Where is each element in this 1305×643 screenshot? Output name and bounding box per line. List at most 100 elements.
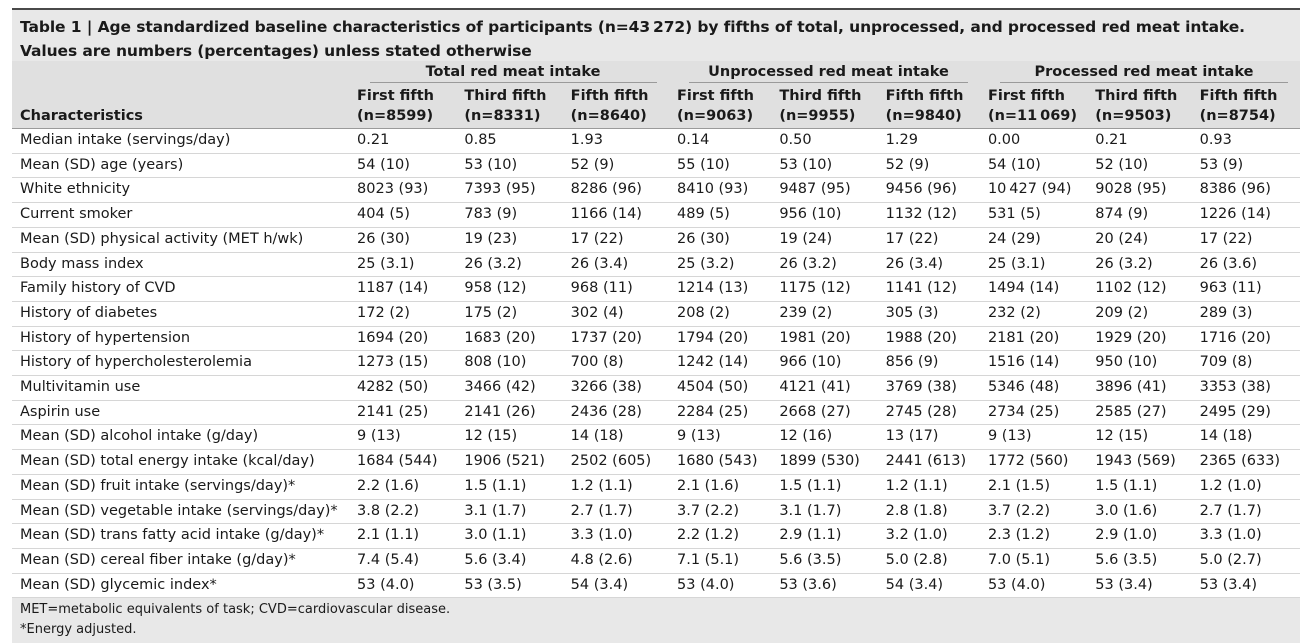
table-cell: 3.7 (2.2): [979, 499, 1088, 525]
table-row: Mean (SD) physical activity (MET h/wk) 26…: [12, 227, 1300, 253]
table-cell: 2181 (20): [979, 326, 1088, 352]
table-cell: 2585 (27): [1087, 400, 1192, 426]
table-cell: 3.0 (1.1): [456, 523, 563, 549]
table-cell: 5.0 (2.8): [877, 548, 980, 574]
table-cell: 26 (3.2): [1087, 252, 1192, 278]
table-cell: 1273 (15): [349, 350, 457, 377]
table-cell: 8410 (93): [669, 177, 772, 204]
table-cell: 1214 (13): [669, 276, 772, 302]
table-cell: 9 (13): [979, 424, 1088, 451]
table-cell: 2745 (28): [877, 400, 980, 426]
table-cell: 1899 (530): [771, 449, 878, 475]
row-label: Mean (SD) glycemic index*: [12, 573, 350, 599]
table-cell: 2495 (29): [1191, 400, 1300, 426]
table-cell: 0.50: [771, 128, 878, 154]
table-cell: 4.8 (2.6): [562, 548, 670, 574]
row-label: Mean (SD) age (years): [12, 153, 350, 179]
table-cell: 7.1 (5.1): [669, 548, 772, 574]
table-cell: 489 (5): [669, 202, 772, 228]
table-cell: 208 (2): [669, 301, 772, 327]
table-cell: 3.3 (1.0): [562, 523, 670, 549]
table-cell: 5346 (48): [979, 375, 1088, 401]
table-cell: 1929 (20): [1087, 326, 1192, 352]
table-cell: 1794 (20): [669, 326, 772, 352]
table-cell: 1683 (20): [456, 326, 563, 352]
table-cell: 24 (29): [979, 227, 1088, 253]
table-cell: 0.21: [1087, 128, 1192, 154]
table-cell: 9 (13): [349, 424, 457, 451]
table-cell: 12 (16): [771, 424, 878, 451]
table-cell: 2.1 (1.6): [669, 474, 772, 500]
table-cell: 2141 (25): [349, 400, 457, 426]
table-cell: 175 (2): [456, 301, 563, 327]
table-cell: 232 (2): [979, 301, 1088, 327]
table-row: Mean (SD) alcohol intake (g/day) 9 (13) 12…: [12, 424, 1300, 451]
characteristics-table: Total red meat intake Unprocessed red me…: [12, 61, 1300, 599]
table-cell: 9028 (95): [1087, 177, 1192, 204]
table-cell: 53 (3.6): [771, 573, 878, 599]
table-cell: 5.0 (2.7): [1191, 548, 1300, 574]
table-row: History of diabetes 172 (2) 175 (2) 302 (4)…: [12, 301, 1300, 327]
table-cell: 2.8 (1.8): [877, 499, 980, 525]
table-cell: 5.6 (3.5): [1087, 548, 1192, 574]
table-cell: 1684 (544): [349, 449, 457, 475]
table-cell: 1737 (20): [562, 326, 670, 352]
table-cell: 8286 (96): [562, 177, 670, 204]
row-label: History of hypercholesterolemia: [12, 350, 350, 377]
table-row: Aspirin use 2141 (25) 2141 (26) 2436 (28) 22…: [12, 400, 1300, 426]
table-cell: 8023 (93): [349, 177, 457, 204]
table-cell: 963 (11): [1191, 276, 1300, 302]
group-header-row: Total red meat intake Unprocessed red me…: [12, 61, 1300, 86]
table-cell: 1.5 (1.1): [456, 474, 563, 500]
table-cell: 3.8 (2.2): [349, 499, 457, 525]
row-label: Family history of CVD: [12, 276, 350, 302]
table-cell: 12 (15): [1087, 424, 1192, 451]
table-cell: 956 (10): [771, 202, 878, 228]
table-cell: 1943 (569): [1087, 449, 1192, 475]
table-cell: 53 (10): [456, 153, 563, 179]
table-cell: 1166 (14): [562, 202, 670, 228]
row-label: Mean (SD) physical activity (MET h/wk): [12, 227, 350, 253]
table-cell: 1.93: [562, 128, 670, 154]
table-cell: 1494 (14): [979, 276, 1088, 302]
table-cell: 53 (3.5): [456, 573, 563, 599]
table-cell: 52 (9): [877, 153, 980, 179]
table-cell: 1981 (20): [771, 326, 878, 352]
table-cell: 2441 (613): [877, 449, 980, 475]
table-cell: 2141 (26): [456, 400, 563, 426]
table-cell: 302 (4): [562, 301, 670, 327]
table-footnotes: MET=metabolic equivalents of task; CVD=c…: [12, 598, 1300, 643]
column-header: First fifth (n=11 069): [979, 86, 1088, 129]
table-cell: 2668 (27): [771, 400, 878, 426]
table-cell: 1132 (12): [877, 202, 980, 228]
table-row: History of hypertension 1694 (20) 1683 (20…: [12, 326, 1300, 352]
table-cell: 3.3 (1.0): [1191, 523, 1300, 549]
table-cell: 0.85: [456, 128, 563, 154]
table-cell: 2.7 (1.7): [562, 499, 670, 525]
table-cell: 12 (15): [456, 424, 563, 451]
table-cell: 3896 (41): [1087, 375, 1192, 401]
table-cell: 52 (9): [562, 153, 670, 179]
table-cell: 2.7 (1.7): [1191, 499, 1300, 525]
table-cell: 0.93: [1191, 128, 1300, 154]
table-cell: 54 (3.4): [562, 573, 670, 599]
column-header: Third fifth (n=8331): [456, 86, 563, 129]
table-cell: 1716 (20): [1191, 326, 1300, 352]
table-cell: 950 (10): [1087, 350, 1192, 377]
table-cell: 26 (3.6): [1191, 252, 1300, 278]
table-row: Mean (SD) trans fatty acid intake (g/day…: [12, 523, 1300, 549]
table-cell: 2284 (25): [669, 400, 772, 426]
row-label: Current smoker: [12, 202, 350, 228]
table-cell: 9487 (95): [771, 177, 878, 204]
table-row: Mean (SD) cereal fiber intake (g/day)* 7.…: [12, 548, 1300, 574]
table-cell: 808 (10): [456, 350, 563, 377]
table-cell: 1.2 (1.0): [1191, 474, 1300, 500]
column-header-row: Characteristics First fifth (n=8599) Thir…: [12, 86, 1300, 129]
table-cell: 0.14: [669, 128, 772, 154]
table-cell: 19 (23): [456, 227, 563, 253]
table-cell: 26 (3.2): [456, 252, 563, 278]
table-cell: 2436 (28): [562, 400, 670, 426]
table-cell: 17 (22): [1191, 227, 1300, 253]
table-cell: 1988 (20): [877, 326, 980, 352]
table-cell: 1.2 (1.1): [877, 474, 980, 500]
